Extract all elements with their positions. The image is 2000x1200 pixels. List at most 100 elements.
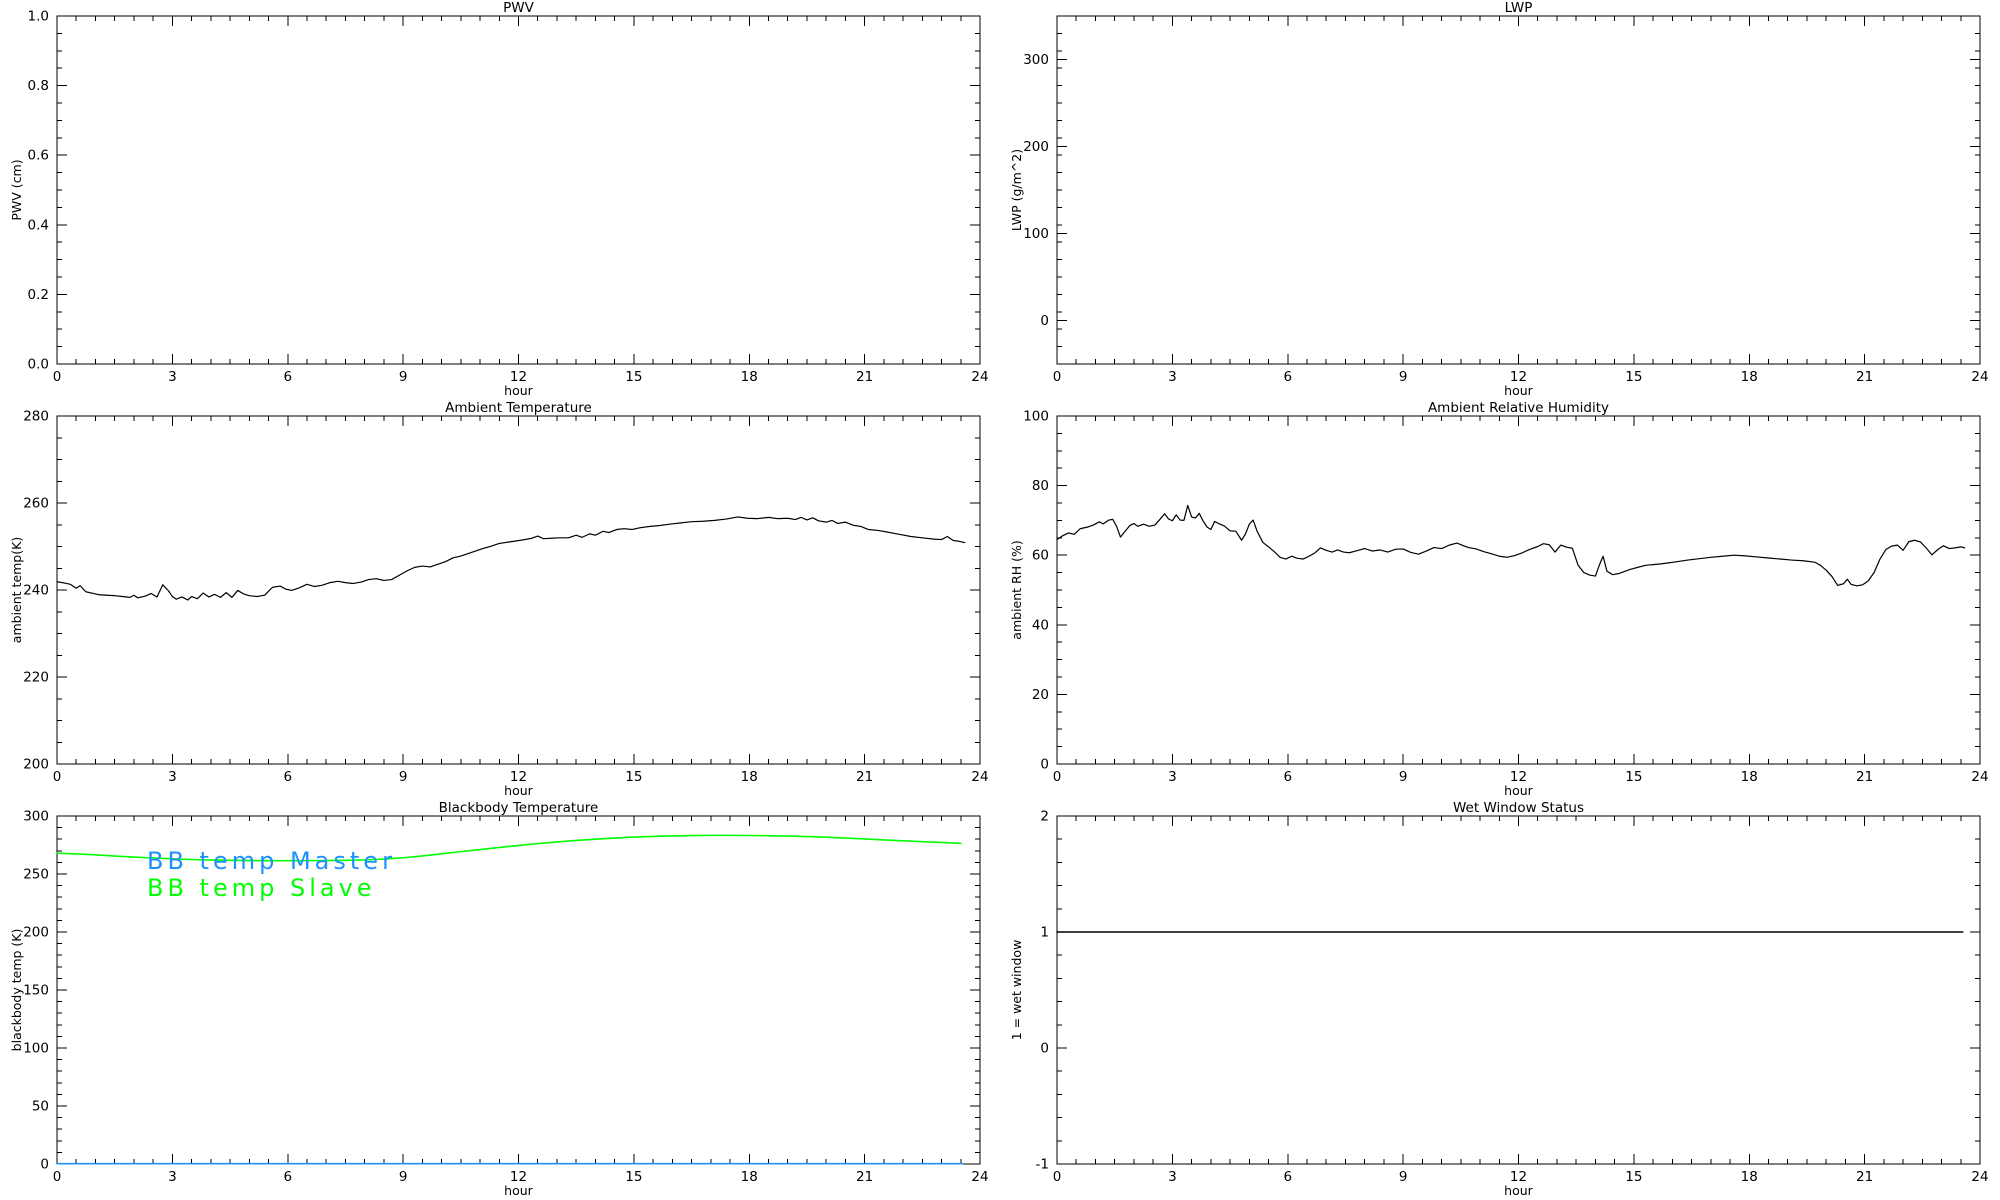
blackbody-temperature-panel: 0 3 6 9 12 15 18 21 24 0 50 100 150 200 250 300 Blackbod…: [0, 800, 1000, 1200]
x-axis-label: hour: [1504, 1183, 1533, 1198]
x-tick-label: 21: [856, 769, 873, 785]
y-tick-label: 0.2: [28, 287, 49, 303]
x-tick-label: 18: [1741, 1169, 1758, 1185]
plot-frame: [1056, 15, 1981, 365]
x-tick-label: 12: [510, 369, 527, 385]
y-tick-label: 100: [23, 1041, 49, 1057]
ambient-temperature-panel: 0 3 6 9 12 15 18 21 24 200 220 240 260 280 Ambient Tem…: [0, 400, 1000, 800]
y-axis-label: blackbody temp (K): [9, 929, 24, 1052]
x-tick-label: 9: [1399, 369, 1408, 385]
lwp-panel: 0 3 6 9 12 15 18 21 24 0 100 200 300 LWP hour LWP (g/m^…: [1000, 0, 2000, 400]
y-tick-label: 150: [23, 983, 49, 999]
y-tick-label: 300: [1023, 52, 1049, 68]
series-ambient-temperature: [56, 516, 966, 601]
x-tick-label: 24: [971, 1169, 988, 1185]
series-bb-temp-slave: [56, 834, 962, 862]
x-tick-label: 15: [625, 769, 642, 785]
ambient-temperature-plot: 0 3 6 9 12 15 18 21 24 200 220 240 260 280 Ambient Tem…: [9, 400, 989, 798]
x-tick-label: 24: [1971, 1169, 1988, 1185]
y-tick-label: 0: [1040, 1041, 1049, 1057]
x-tick-label: 0: [53, 1169, 62, 1185]
plot-frame: [56, 15, 981, 365]
legend-entry: BB temp Slave: [147, 874, 376, 902]
plot-title: LWP: [1505, 0, 1533, 16]
x-axis-label: hour: [1504, 783, 1533, 798]
y-tick-label: 0: [1040, 313, 1049, 329]
x-tick-label: 18: [1741, 769, 1758, 785]
x-tick-label: 24: [971, 769, 988, 785]
ambient-relative-humidity-panel: 0 3 6 9 12 15 18 21 24 0 20 40 60 80 100 Ambient Relati…: [1000, 400, 2000, 800]
y-tick-label: 1.0: [28, 9, 49, 25]
x-tick-label: 21: [1856, 1169, 1873, 1185]
plot-frame: [1056, 415, 1981, 765]
y-tick-label: 50: [32, 1099, 49, 1115]
x-tick-label: 21: [856, 1169, 873, 1185]
y-tick-label: 240: [23, 583, 49, 599]
y-tick-label: 1: [1040, 925, 1049, 941]
x-tick-label: 0: [53, 369, 62, 385]
x-tick-label: 3: [1168, 769, 1177, 785]
plot-frame: [56, 415, 981, 765]
x-tick-label: 12: [510, 1169, 527, 1185]
blackbody-temperature-plot: 0 3 6 9 12 15 18 21 24 0 50 100 150 200 250 300 Blackbod…: [9, 800, 989, 1198]
series-ambient-relative-humidity: [1056, 504, 1966, 587]
plot-title: PWV: [503, 0, 534, 16]
x-tick-label: 24: [1971, 369, 1988, 385]
x-tick-label: 12: [1510, 769, 1527, 785]
x-tick-label: 9: [399, 369, 408, 385]
x-tick-label: 18: [741, 369, 758, 385]
y-tick-label: 60: [1032, 548, 1049, 564]
x-tick-label: 0: [1053, 769, 1062, 785]
y-axis-label: LWP (g/m^2): [1009, 149, 1024, 231]
x-tick-label: 21: [1856, 769, 1873, 785]
x-tick-label: 12: [1510, 1169, 1527, 1185]
y-tick-label: 250: [23, 867, 49, 883]
y-tick-label: 200: [23, 925, 49, 941]
x-tick-label: 3: [1168, 1169, 1177, 1185]
x-tick-label: 9: [1399, 769, 1408, 785]
plot-title: Ambient Relative Humidity: [1428, 400, 1609, 416]
x-tick-label: 15: [1625, 769, 1642, 785]
x-axis-label: hour: [1504, 383, 1533, 398]
x-tick-label: 15: [1625, 369, 1642, 385]
y-tick-label: -1: [1036, 1157, 1049, 1173]
y-axis-label: 1 = wet window: [1009, 940, 1024, 1041]
y-tick-label: 0: [1040, 757, 1049, 773]
x-tick-label: 9: [399, 769, 408, 785]
x-tick-label: 24: [971, 369, 988, 385]
x-tick-label: 0: [53, 769, 62, 785]
x-tick-label: 12: [510, 769, 527, 785]
y-tick-label: 0.8: [28, 78, 49, 94]
x-tick-label: 3: [168, 369, 177, 385]
x-tick-label: 15: [625, 369, 642, 385]
y-tick-label: 200: [1023, 139, 1049, 155]
y-tick-label: 100: [1023, 226, 1049, 242]
y-axis-label: ambient RH (%): [1009, 540, 1024, 639]
x-tick-label: 15: [1625, 1169, 1642, 1185]
x-tick-label: 18: [1741, 369, 1758, 385]
x-tick-label: 6: [283, 1169, 292, 1185]
x-axis-label: hour: [504, 783, 533, 798]
y-axis-label: PWV (cm): [9, 159, 24, 220]
pwv-plot: 0 3 6 9 12 15 18 21 24 0.0 0.2 0.4 0.6 0.8 1.0 PWV hour P…: [9, 0, 989, 398]
x-tick-label: 6: [1283, 1169, 1292, 1185]
plot-title: Ambient Temperature: [445, 400, 592, 416]
x-tick-label: 12: [1510, 369, 1527, 385]
x-tick-label: 15: [625, 1169, 642, 1185]
pwv-panel: 0 3 6 9 12 15 18 21 24 0.0 0.2 0.4 0.6 0.8 1.0 PWV hour P…: [0, 0, 1000, 400]
x-tick-label: 6: [283, 769, 292, 785]
y-tick-label: 40: [1032, 617, 1049, 633]
x-tick-label: 3: [168, 769, 177, 785]
x-tick-label: 21: [1856, 369, 1873, 385]
x-tick-label: 0: [1053, 1169, 1062, 1185]
x-axis-label: hour: [504, 1183, 533, 1198]
x-axis-label: hour: [504, 383, 533, 398]
y-tick-label: 2: [1040, 809, 1049, 825]
y-tick-label: 100: [1023, 409, 1049, 425]
x-tick-label: 6: [1283, 769, 1292, 785]
x-tick-label: 6: [1283, 369, 1292, 385]
y-tick-label: 20: [1032, 687, 1049, 703]
x-tick-label: 21: [856, 369, 873, 385]
y-tick-label: 260: [23, 496, 49, 512]
